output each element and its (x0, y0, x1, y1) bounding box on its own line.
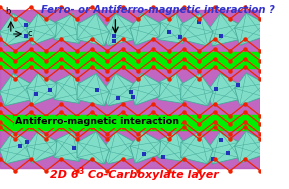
Polygon shape (181, 131, 213, 164)
Bar (0, 115, 260, 130)
Polygon shape (235, 131, 265, 163)
Polygon shape (130, 13, 161, 45)
Text: Ferro- or Antiferro-magnetic interaction ?: Ferro- or Antiferro-magnetic interaction… (41, 5, 275, 15)
Polygon shape (54, 132, 85, 161)
Polygon shape (181, 73, 213, 106)
Text: 3: 3 (78, 167, 84, 176)
Bar (0, 130, 260, 168)
Polygon shape (158, 132, 189, 161)
Polygon shape (102, 13, 135, 46)
Polygon shape (27, 73, 57, 105)
Text: b: b (5, 7, 11, 16)
Polygon shape (27, 131, 57, 163)
Bar (0, 52, 260, 68)
Polygon shape (54, 14, 85, 43)
Polygon shape (102, 131, 135, 164)
Polygon shape (0, 73, 32, 106)
Polygon shape (130, 73, 161, 105)
Polygon shape (54, 74, 85, 103)
Polygon shape (235, 73, 265, 105)
Text: Co-Carboxylate layer: Co-Carboxylate layer (84, 170, 218, 180)
Polygon shape (130, 131, 161, 163)
Polygon shape (77, 73, 110, 106)
Polygon shape (0, 13, 32, 46)
Text: Antiferro-magnetic interaction: Antiferro-magnetic interaction (15, 118, 179, 126)
Text: c: c (27, 29, 32, 39)
Polygon shape (27, 13, 57, 45)
Polygon shape (207, 131, 239, 164)
Polygon shape (158, 74, 189, 103)
Text: 2D 6: 2D 6 (50, 170, 78, 180)
Polygon shape (158, 14, 189, 43)
Polygon shape (207, 13, 239, 46)
Polygon shape (235, 13, 265, 45)
Polygon shape (77, 13, 110, 46)
Bar (0, 10, 260, 52)
Polygon shape (0, 131, 32, 164)
Polygon shape (181, 13, 213, 46)
Polygon shape (77, 131, 110, 164)
Polygon shape (102, 73, 135, 106)
Polygon shape (207, 73, 239, 106)
Bar (0, 68, 260, 115)
